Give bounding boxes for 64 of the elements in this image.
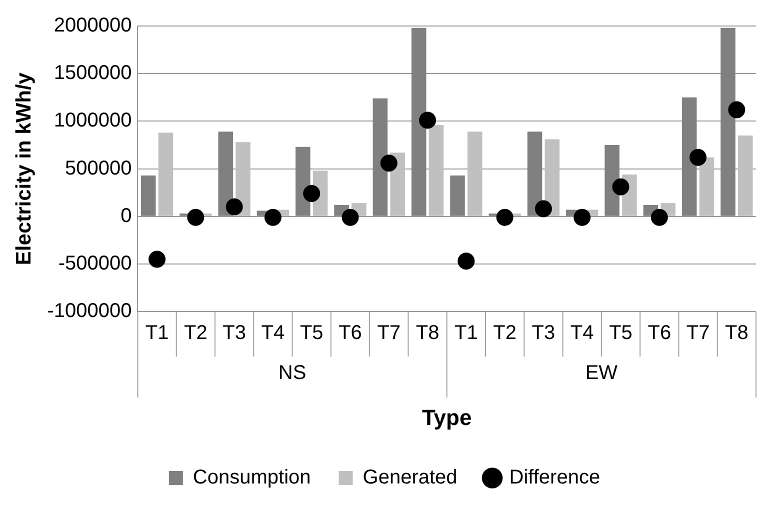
bar: [236, 142, 250, 216]
x-tick-label: T1: [454, 322, 478, 344]
bar: [450, 175, 465, 216]
y-tick-label: -1000000: [47, 300, 132, 322]
x-tick-label: T8: [416, 322, 440, 344]
bar: [738, 135, 753, 216]
point: [650, 208, 668, 226]
point: [690, 148, 707, 166]
y-axis-title: Electricity in kWh/y: [12, 72, 36, 266]
bar: [390, 152, 405, 216]
x-tick-label: T4: [261, 322, 285, 344]
point: [612, 178, 630, 196]
point: [380, 154, 398, 172]
y-tick-label: 500000: [64, 157, 132, 180]
text: NS: [278, 362, 306, 384]
y-tick-label: 1000000: [54, 110, 132, 132]
x-tick-label: T6: [648, 322, 672, 344]
legend-label: Generated: [362, 466, 458, 489]
point: [574, 208, 591, 226]
y-tick-label: 0: [120, 204, 132, 227]
x-axis-title: Type: [422, 404, 472, 430]
x-tick-label: T5: [300, 322, 324, 344]
bar: [467, 132, 482, 216]
bar: [372, 98, 388, 216]
x-tick-label: T2: [184, 322, 208, 344]
x-tick-label: T7: [686, 322, 710, 344]
y-tick-label: 2000000: [54, 14, 132, 37]
point: [264, 208, 282, 226]
point: [303, 185, 320, 202]
x-tick-label: T2: [493, 322, 516, 344]
x-tick-label: T3: [222, 322, 246, 344]
point: [534, 200, 552, 218]
x-tick-label: T4: [570, 322, 594, 344]
x-tick-label: T6: [338, 322, 362, 344]
x-tick-label: T7: [377, 322, 401, 344]
bar: [428, 125, 444, 216]
bar: [411, 28, 426, 216]
y-tick-label: -500000: [58, 252, 132, 275]
x-tick-label: T1: [145, 322, 169, 344]
point: [187, 208, 204, 226]
point: [728, 101, 746, 118]
y-tick-label: 1500000: [54, 62, 132, 84]
bar: [296, 146, 310, 216]
x-tick-label: T5: [609, 322, 632, 344]
point: [496, 208, 514, 226]
point: [226, 198, 243, 216]
bar: [218, 132, 234, 216]
text: EW: [585, 362, 618, 384]
bar: [544, 139, 560, 216]
bar: [158, 132, 174, 216]
point: [419, 112, 436, 129]
point: [148, 250, 166, 268]
legend-label: Difference: [509, 466, 600, 489]
bar: [699, 157, 714, 216]
legend-label: Consumption: [192, 466, 311, 489]
x-tick-label: T8: [725, 322, 748, 344]
bar: [140, 175, 156, 216]
point: [342, 208, 359, 226]
bar: [527, 132, 542, 216]
bar: [720, 28, 736, 216]
x-tick-label: T3: [532, 322, 556, 344]
bar: [682, 97, 697, 216]
point: [458, 252, 475, 270]
bar: [604, 145, 620, 216]
